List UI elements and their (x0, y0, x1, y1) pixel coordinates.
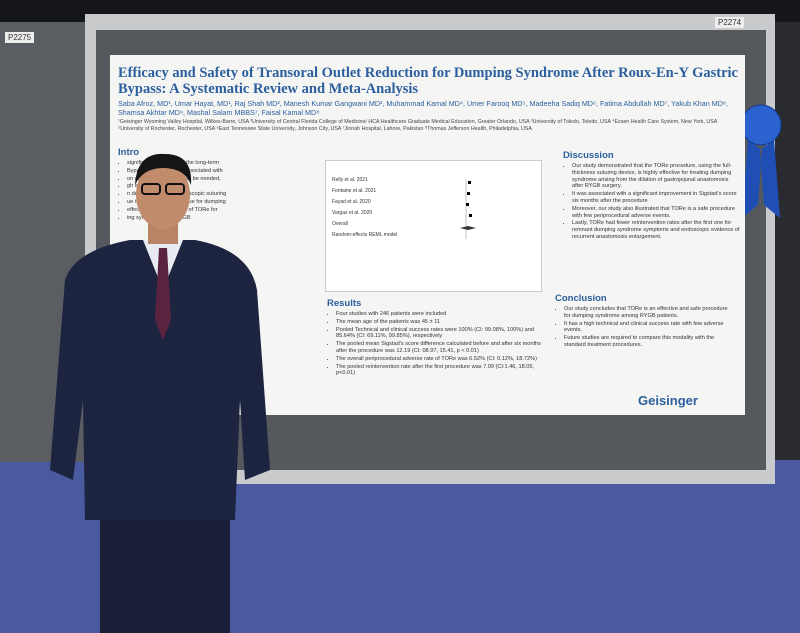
results: Results Four studies with 246 patients w… (327, 298, 552, 378)
poster-title: Efficacy and Safety of Transoral Outlet … (118, 65, 738, 97)
bullet: It was associated with a significant imp… (572, 191, 741, 205)
study-row: Fontaine et al. 2021 (332, 188, 377, 194)
authors: Saba Afroz, MD¹, Umar Hayat, MD¹, Raj Sh… (118, 99, 728, 117)
bullet: The pooled reintervention rate after the… (336, 364, 552, 378)
logo: Geisinger (638, 393, 698, 408)
bullet: The overall periprocedural adverse rate … (336, 356, 552, 363)
affiliations: ¹Geisinger Wyoming Valley Hospital, Wilk… (118, 119, 717, 132)
conclusion: Conclusion Our study concludes that TORe… (555, 293, 735, 350)
bullet: Moreover, our study also illustrated tha… (572, 206, 741, 220)
study-row: Fayad et al. 2020 (332, 199, 371, 205)
section-heading: Intro (118, 147, 140, 158)
plot-footer: Random-effects REML model (332, 232, 398, 238)
ribbon (740, 100, 782, 220)
study-row: Vargas et al. 2020 (332, 210, 373, 216)
bullet: Pooled Technical and clinical success ra… (336, 327, 552, 341)
bullet: The pooled mean Sigstad's score differen… (336, 341, 552, 355)
bullet: Four studies with 246 patients were incl… (336, 311, 552, 318)
bullet: The mean age of the patients was 45 ± 11 (336, 319, 552, 326)
forest-plot: Relly et al. 2021 Fontaine et al. 2021 Fay… (325, 160, 542, 292)
section-heading: Results (327, 298, 362, 309)
discussion: Discussion Our study demonstrated that t… (563, 150, 741, 242)
section-heading: Discussion (563, 150, 614, 161)
study-row: Relly et al. 2021 (332, 177, 368, 183)
bullet: It has a high technical and clinical suc… (564, 321, 735, 335)
conclusion-list: Our study concludes that TORe is an effe… (555, 306, 735, 349)
discussion-list: Our study demonstrated that the TORe pro… (563, 163, 741, 241)
board-label: P2275 (5, 32, 35, 43)
bullet: Future studies are required to compare t… (564, 335, 735, 349)
bullet: Our study demonstrated that the TORe pro… (572, 163, 741, 190)
bullet: Lastly, TORe had fewer reintervention ra… (572, 220, 741, 240)
bullet: Our study concludes that TORe is an effe… (564, 306, 735, 320)
study-row: Overall (332, 221, 348, 227)
board-label: P2274 (715, 17, 745, 28)
person (50, 153, 270, 633)
section-heading: Conclusion (555, 293, 607, 304)
results-list: Four studies with 246 patients were incl… (327, 311, 552, 377)
